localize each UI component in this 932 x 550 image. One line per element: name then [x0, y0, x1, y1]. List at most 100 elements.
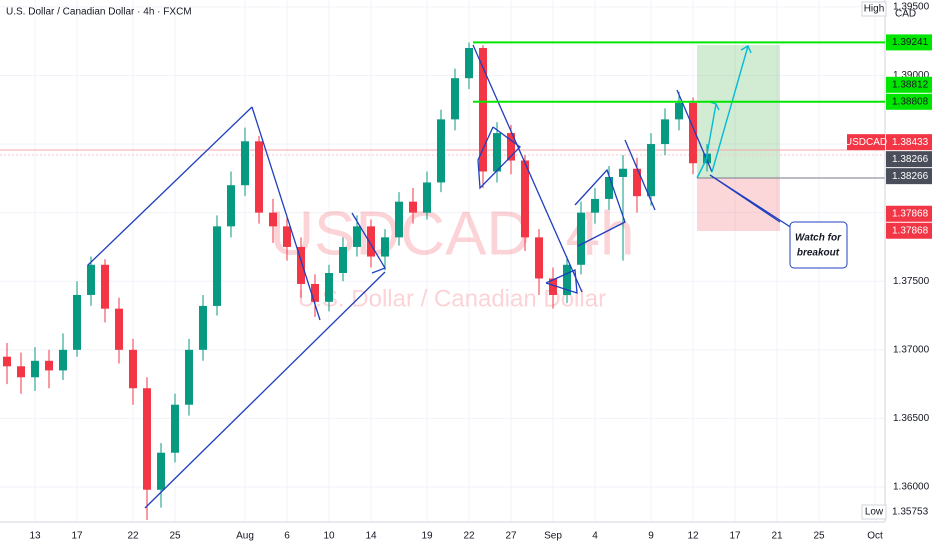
x-tick-label: 9	[648, 531, 654, 542]
candle-body	[3, 356, 11, 367]
x-tick-label: 14	[365, 531, 377, 542]
grid	[0, 0, 885, 522]
y-tick-label: 1.36500	[893, 413, 930, 424]
arrow	[711, 45, 749, 173]
price-badge	[886, 93, 932, 110]
trendline	[624, 139, 656, 211]
candle-body	[241, 141, 249, 186]
candle-body	[17, 366, 25, 378]
candle-body	[395, 201, 403, 238]
candle-body	[115, 308, 123, 350]
candle-body	[493, 133, 501, 172]
candle-body	[507, 133, 515, 161]
x-tick-label: 19	[421, 531, 433, 542]
candle-body	[605, 176, 613, 199]
callout-pointer	[709, 174, 781, 223]
candle-body	[647, 144, 655, 197]
trendline	[144, 271, 386, 509]
x-tick-label: 13	[29, 531, 41, 542]
candle-body	[661, 119, 669, 145]
candle-body	[311, 283, 319, 302]
candle-body	[381, 237, 389, 257]
candle-body	[171, 404, 179, 453]
candle-body	[157, 452, 165, 490]
x-tick-label: 21	[771, 531, 783, 542]
currency-label: CAD	[895, 9, 916, 20]
y-tick-label: 1.36000	[893, 482, 930, 493]
x-tick-label: 17	[71, 531, 83, 542]
price-badge-label: 1.38433	[892, 137, 929, 148]
low-label: Low	[865, 507, 884, 518]
candle-body	[101, 264, 109, 309]
price-badge	[886, 151, 932, 168]
candle-body	[31, 360, 39, 378]
candle-body	[535, 237, 543, 279]
price-badge	[886, 168, 932, 185]
price-badge-label: 1.37868	[892, 208, 929, 219]
flag	[351, 212, 386, 274]
callout-text: Watch for	[795, 233, 842, 244]
candle-body	[689, 102, 697, 164]
flag	[545, 269, 578, 294]
high-label: High	[864, 4, 885, 15]
candle-body	[549, 278, 557, 295]
candle-body	[59, 349, 67, 371]
symbol-badge	[847, 134, 885, 151]
price-badge-label: 1.37868	[892, 225, 929, 236]
high-badge	[861, 1, 887, 17]
trendline	[472, 44, 583, 293]
x-tick-label: 17	[729, 531, 741, 542]
candle-body	[437, 119, 445, 183]
callout-text: breakout	[797, 248, 840, 259]
candle-body	[591, 198, 599, 213]
candles	[3, 42, 711, 520]
arrowhead	[740, 45, 752, 54]
low-badge	[861, 504, 887, 520]
candle-body	[353, 226, 361, 247]
candle-body	[297, 246, 305, 284]
x-tick-label: Aug	[236, 531, 254, 542]
candle-body	[87, 264, 95, 295]
candle-body	[227, 185, 235, 227]
price-badge-label: 1.39241	[892, 37, 929, 48]
candle-body	[339, 246, 347, 274]
x-tick-label: 22	[463, 531, 475, 542]
x-tick-label: 10	[323, 531, 335, 542]
x-tick-label: 27	[505, 531, 517, 542]
x-tick-label: 12	[687, 531, 699, 542]
x-tick-label: Oct	[867, 531, 883, 542]
symbol-badge-label: USDCAD	[845, 137, 887, 148]
y-tick-label: 1.37000	[893, 344, 930, 355]
y-tick-label: 1.37500	[893, 276, 930, 287]
trendline	[87, 106, 253, 266]
candle-body	[213, 226, 221, 306]
time-axis	[0, 522, 885, 550]
x-tick-label: Sep	[544, 531, 562, 542]
x-tick-label: 25	[169, 531, 181, 542]
candle-body	[269, 212, 277, 227]
flag	[477, 126, 521, 190]
candle-body	[283, 226, 291, 247]
candle-body	[633, 168, 641, 197]
candle-body	[325, 273, 333, 302]
watermark: USDCAD, 4h	[269, 199, 634, 268]
watermark-subtitle: U.S. Dollar / Canadian Dollar	[298, 285, 606, 312]
callout-box	[789, 221, 848, 269]
candle-body	[199, 305, 207, 350]
candle-body	[423, 182, 431, 213]
candle-body	[255, 141, 263, 213]
price-badge	[886, 134, 932, 151]
price-badge	[886, 76, 932, 93]
candle-body	[619, 168, 627, 177]
x-tick-label: 25	[813, 531, 825, 542]
candle-body	[367, 226, 375, 257]
candle-body	[521, 160, 529, 238]
candle-body	[465, 48, 473, 79]
trendlines	[87, 44, 796, 509]
channel	[574, 168, 626, 247]
x-tick-label: 6	[284, 531, 290, 542]
candle-body	[451, 78, 459, 120]
candle-body	[45, 360, 53, 371]
